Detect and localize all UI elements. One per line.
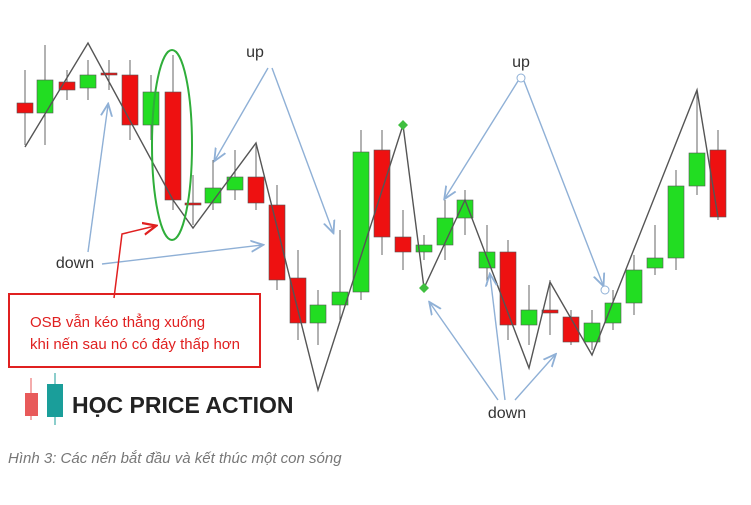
candle-body — [499, 251, 517, 326]
candle-body — [415, 244, 433, 253]
candle-body — [121, 74, 139, 126]
callout-box — [8, 293, 261, 368]
candle-body — [204, 187, 222, 204]
candle-body — [164, 91, 182, 201]
candle-body — [520, 309, 538, 326]
caption: Hình 3: Các nến bắt đầu và kết thúc một … — [8, 450, 342, 467]
callout-text: OSB vẫn kéo thẳng xuống — [30, 313, 205, 331]
arrow — [101, 245, 262, 265]
candle-body — [58, 81, 76, 91]
candle-body — [688, 152, 706, 187]
candle-body — [142, 91, 160, 126]
candle-body — [541, 309, 559, 314]
callout-text: khi nến sau nó có đáy thấp hơn — [30, 336, 240, 353]
candle-body — [309, 304, 327, 324]
arrow — [490, 275, 506, 401]
logo-text: HỌC PRICE ACTION — [72, 392, 294, 418]
candle-body — [583, 322, 601, 343]
candle-body — [562, 316, 580, 343]
candle-body — [36, 79, 54, 114]
arrow — [215, 67, 269, 160]
candle-body — [667, 185, 685, 259]
arrow — [514, 355, 555, 401]
candle-body — [184, 202, 202, 206]
zigzag — [24, 41, 719, 393]
candle-body — [100, 72, 118, 76]
down-label: down — [56, 255, 94, 272]
arrow — [271, 67, 333, 232]
candle-body — [79, 74, 97, 89]
candle-body — [394, 236, 412, 253]
callout-arrow — [113, 226, 155, 299]
candle-body — [352, 151, 370, 293]
candle-body — [226, 176, 244, 191]
candle-body — [373, 149, 391, 238]
candle-body — [247, 176, 265, 204]
arrow — [430, 303, 499, 401]
arrow-origin — [516, 73, 526, 83]
candle-body — [604, 302, 622, 324]
up-label: up — [246, 44, 264, 61]
candle-body — [289, 277, 307, 324]
logo-candle — [47, 384, 63, 417]
arrow — [523, 80, 603, 285]
candle-body — [646, 257, 664, 269]
logo-candle — [25, 393, 38, 416]
candles — [16, 45, 727, 350]
candle-body — [16, 102, 34, 114]
candle-body — [268, 204, 286, 281]
candle-body — [436, 217, 454, 246]
arrow — [445, 80, 519, 198]
candle-body — [478, 251, 496, 269]
up-label: up — [512, 54, 530, 71]
arrow — [87, 105, 108, 253]
highlight-ellipse — [151, 49, 193, 241]
arrow-end — [600, 285, 610, 295]
candle-body — [625, 269, 643, 304]
down-label: down — [488, 405, 526, 422]
